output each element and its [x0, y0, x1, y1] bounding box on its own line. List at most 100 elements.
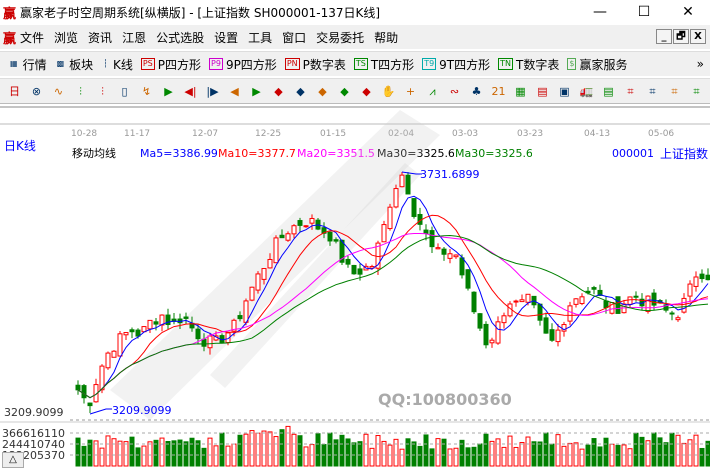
- tool-icon[interactable]: ◆: [362, 84, 371, 98]
- volume-bar: [291, 433, 297, 467]
- menu-item[interactable]: 工具: [248, 30, 273, 45]
- tool-icon[interactable]: ⫶: [79, 84, 82, 98]
- tool-icon[interactable]: 21: [491, 84, 506, 98]
- candle-body: [399, 174, 405, 188]
- volume-bar: [441, 438, 447, 467]
- candle-body: [579, 296, 585, 305]
- tool-icon[interactable]: |▶: [206, 84, 219, 98]
- volume-bar: [693, 434, 699, 467]
- volume-bar: [159, 437, 165, 467]
- main-toolbar: ▦ 行情 ▩ 板块 ┆ K线 PS P四方形 P9 9P四方形 PN P数字表 TS T四方形 T9 9T四方…: [0, 51, 710, 76]
- menu-item[interactable]: 交易委托: [316, 30, 365, 45]
- toolbar-button[interactable]: TS T四方形: [353, 56, 415, 73]
- volume-bar: [327, 432, 333, 467]
- tool-icon[interactable]: ◆: [318, 84, 327, 98]
- tool-icon[interactable]: ▯: [121, 84, 128, 98]
- toolbar-button[interactable]: PN P数字表: [284, 56, 346, 73]
- candle-body: [387, 206, 393, 230]
- volume-bar: [129, 436, 135, 467]
- candle-body: [255, 273, 261, 291]
- toolbar-button[interactable]: ┆ K线: [101, 56, 133, 73]
- toolbar-label: 9P四方形: [225, 57, 277, 72]
- tool-icon[interactable]: +: [405, 84, 416, 98]
- scroll-up-button[interactable]: △: [2, 452, 24, 468]
- volume-bar: [489, 440, 495, 467]
- tool-icon[interactable]: ◆: [274, 84, 283, 98]
- volume-bar: [189, 437, 195, 467]
- candle-body: [513, 300, 519, 303]
- volume-bar: [471, 446, 477, 467]
- minimize-button[interactable]: —: [593, 4, 607, 20]
- toolbar-button[interactable]: T9 9T四方形: [422, 56, 490, 73]
- tool-icon[interactable]: 🚛: [579, 84, 594, 98]
- toolbar-label: 赢家服务: [579, 57, 628, 72]
- tool-icon[interactable]: ▣: [559, 84, 570, 98]
- volume-bar: [153, 439, 159, 467]
- tool-icon[interactable]: ♣: [471, 84, 482, 98]
- menu-item[interactable]: 窗口: [282, 30, 307, 45]
- candle-body: [159, 314, 165, 326]
- volume-bar: [519, 442, 525, 467]
- toolbar-icon: $: [567, 58, 577, 70]
- volume-bar: [585, 444, 591, 467]
- tool-icon[interactable]: ▶: [252, 84, 261, 98]
- menu-item[interactable]: 资讯: [88, 30, 113, 45]
- tool-icon[interactable]: ⩘: [429, 84, 436, 98]
- more-icon[interactable]: »: [696, 57, 704, 71]
- menu-item[interactable]: 江恩: [122, 30, 147, 45]
- candle-body: [123, 332, 129, 336]
- tool-icon[interactable]: ⌗: [649, 84, 656, 98]
- mdi-minimize-button[interactable]: _: [656, 29, 672, 44]
- toolbar-button[interactable]: ▦ 行情: [8, 56, 47, 73]
- mdi-restore-button[interactable]: 🗗: [673, 29, 689, 44]
- tool-icon[interactable]: ▤: [603, 84, 614, 98]
- tool-icon[interactable]: ↯: [141, 84, 152, 98]
- candle-body: [429, 230, 435, 248]
- ma-value: Ma5=3386.9900: [140, 147, 217, 160]
- volume-bar: [339, 434, 345, 467]
- toolbar-label: T四方形: [370, 57, 415, 72]
- tool-icon[interactable]: ∾: [449, 84, 460, 98]
- tool-icon[interactable]: ✋: [381, 84, 396, 98]
- tool-icon[interactable]: 日: [9, 84, 20, 98]
- toolbar-button[interactable]: $ 赢家服务: [567, 56, 627, 73]
- menu-item[interactable]: 帮助: [374, 30, 399, 45]
- mdi-close-button[interactable]: X: [690, 29, 706, 44]
- tool-icon[interactable]: ⫶: [101, 84, 104, 98]
- toolbar-button[interactable]: ▩ 板块: [55, 56, 94, 73]
- menu-item[interactable]: 公式选股: [156, 30, 205, 45]
- volume-bar: [687, 439, 693, 467]
- candle-body: [153, 321, 159, 325]
- tool-icon[interactable]: ⌗: [627, 84, 634, 98]
- candle-body: [297, 220, 303, 226]
- volume-bar: [333, 439, 339, 467]
- tool-icon[interactable]: ⊗: [31, 84, 42, 98]
- ma-value: Ma10=3377.746: [218, 147, 295, 160]
- tool-icon[interactable]: ◀|: [184, 84, 197, 98]
- menu-item[interactable]: 设置: [214, 30, 239, 45]
- toolbar-button[interactable]: TN T数字表: [498, 56, 559, 73]
- maximize-button[interactable]: ☐: [637, 4, 651, 20]
- toolbar-button[interactable]: PS P四方形: [140, 56, 201, 73]
- menu-item[interactable]: 浏览: [54, 30, 79, 45]
- close-button[interactable]: ✕: [682, 4, 694, 20]
- tool-icon[interactable]: ◆: [340, 84, 349, 98]
- tool-icon[interactable]: ▦: [515, 84, 526, 98]
- toolbar-button[interactable]: P9 9P四方形: [209, 56, 277, 73]
- candle-body: [105, 352, 111, 369]
- menu-item[interactable]: 文件: [20, 30, 45, 45]
- tool-icon[interactable]: ⌗: [693, 84, 700, 98]
- tool-icon[interactable]: ▤: [537, 84, 548, 98]
- tool-icon[interactable]: ▶: [164, 84, 173, 98]
- tool-icon[interactable]: ∿: [53, 84, 64, 98]
- volume-bar: [675, 434, 681, 467]
- volume-bar: [75, 437, 81, 467]
- tool-icon[interactable]: ◆: [296, 84, 305, 98]
- candle-body: [465, 269, 471, 289]
- period-label[interactable]: 日K线: [4, 139, 36, 153]
- low-label: 3209.9099: [112, 404, 172, 417]
- volume-bar: [513, 446, 519, 467]
- tool-icon[interactable]: ◀: [230, 84, 239, 98]
- tool-icon[interactable]: ⌗: [671, 84, 678, 98]
